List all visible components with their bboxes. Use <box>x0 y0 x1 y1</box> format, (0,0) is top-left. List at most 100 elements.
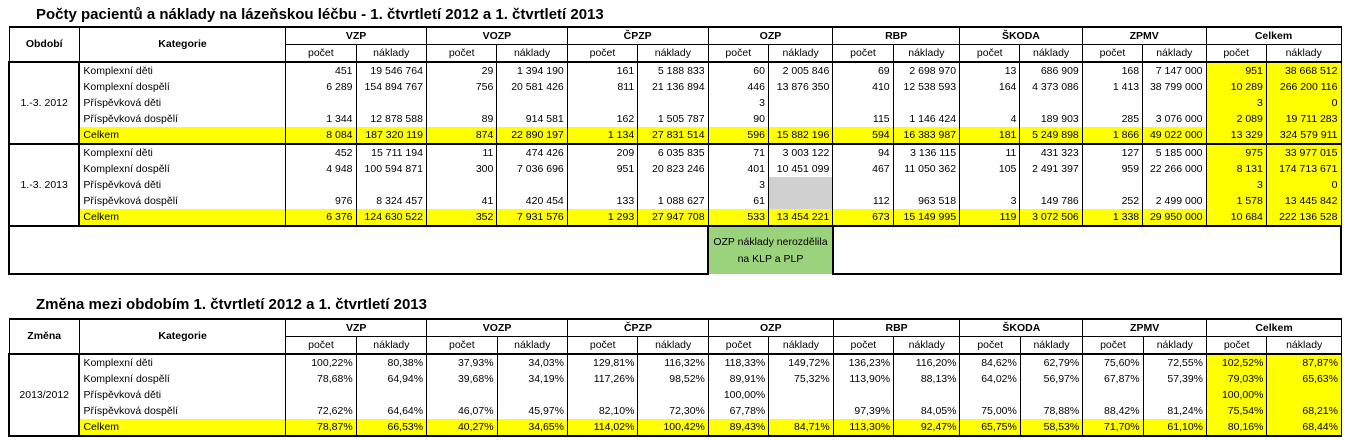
value-cell: 2 698 970 <box>892 61 961 79</box>
value-cell: 124 630 522 <box>355 209 427 227</box>
insurer-header: OZP <box>707 26 834 45</box>
value-cell: 117,26% <box>566 371 639 387</box>
value-cell: 100,22% <box>285 353 357 371</box>
value-cell: 33 977 015 <box>1265 143 1342 161</box>
value-cell: 39,68% <box>426 371 498 387</box>
value-cell: 16 383 987 <box>892 127 961 145</box>
cost-subheader: náklady <box>355 336 428 355</box>
period-cell: 1.-3. 2012 <box>7 61 81 145</box>
table2-title: Změna mezi obdobím 1. čtvrtletí 2012 a 1… <box>36 296 427 313</box>
count-subheader: počet <box>566 44 639 63</box>
value-cell: 12 878 588 <box>355 111 427 127</box>
value-cell <box>832 177 894 193</box>
value-cell: 452 <box>285 143 357 161</box>
subheader-row: počet náklady počet náklady počet náklady poče… <box>9 44 1342 63</box>
insurer-header: ZPMV <box>1081 26 1207 45</box>
value-cell: 61,10% <box>1142 419 1208 437</box>
value-cell <box>959 177 1021 193</box>
count-subheader: počet <box>832 336 895 355</box>
value-cell: 431 323 <box>1019 143 1083 161</box>
value-cell: 2 005 846 <box>767 61 834 79</box>
value-cell: 7 931 576 <box>496 209 568 227</box>
patients-costs-table: Období Kategorie VZP VOZP ČPZP OZP RBP ŠKODA ZPM… <box>7 26 1343 275</box>
cost-subheader: náklady <box>1266 336 1342 355</box>
value-cell: 15 149 995 <box>892 209 961 227</box>
value-cell <box>1266 387 1342 403</box>
value-cell: 112 <box>832 193 894 209</box>
value-cell <box>637 95 709 111</box>
value-cell <box>355 95 427 111</box>
cost-subheader: náklady <box>496 336 569 355</box>
value-cell: 1 866 <box>1081 127 1144 145</box>
value-cell: 1 394 190 <box>496 61 568 79</box>
value-cell: 189 903 <box>1019 111 1083 127</box>
value-cell: 959 <box>1081 161 1144 177</box>
value-cell: 811 <box>566 79 639 95</box>
total-row: Celkem 78,87% 66,53% 40,27% 34,65% 114,02% 100… <box>9 419 1342 437</box>
value-cell <box>355 387 428 403</box>
value-cell: 136,23% <box>832 353 895 371</box>
insurer-header: ČPZP <box>566 26 709 45</box>
value-cell: 89,43% <box>707 419 770 437</box>
value-cell <box>1142 95 1207 111</box>
table-row: Komplexní dospělí 4 948 100 594 871 300 7 03… <box>9 161 1342 177</box>
cost-subheader: náklady <box>1142 44 1207 63</box>
value-cell: 75,54% <box>1206 403 1268 419</box>
value-cell: 467 <box>832 161 894 177</box>
value-cell: 34,19% <box>496 371 569 387</box>
value-cell: 102,52% <box>1206 353 1268 371</box>
count-subheader: počet <box>425 44 498 63</box>
category-label: Příspěvková děti <box>78 177 287 193</box>
value-cell: 951 <box>1205 61 1267 79</box>
value-cell: 40,27% <box>426 419 498 437</box>
value-cell: 116,20% <box>893 353 961 371</box>
value-cell <box>285 177 357 193</box>
value-cell: 12 538 593 <box>892 79 961 95</box>
value-cell: 2 499 000 <box>1142 193 1207 209</box>
value-cell: 533 <box>707 209 769 227</box>
count-subheader: počet <box>1206 336 1268 355</box>
value-cell: 1 146 424 <box>892 111 961 127</box>
value-cell: 914 581 <box>496 111 568 127</box>
insurer-header: VZP <box>285 318 428 337</box>
value-cell: 6 289 <box>285 79 357 95</box>
value-cell: 100,42% <box>637 419 709 437</box>
insurer-header: RBP <box>832 318 961 337</box>
value-cell: 72,62% <box>285 403 357 419</box>
value-cell: 65,75% <box>959 419 1021 437</box>
total-row: Celkem 8 084 187 320 119 874 22 890 197 1 134… <box>9 127 1342 145</box>
value-cell: 0 <box>1265 95 1342 111</box>
value-cell <box>832 95 894 111</box>
table-row: Příspěvková děti 3 3 0 <box>9 177 1342 193</box>
value-cell: 78,88% <box>1019 403 1084 419</box>
insurer-header: ZPMV <box>1082 318 1208 337</box>
value-cell: 149 786 <box>1019 193 1083 209</box>
value-cell: 56,97% <box>1019 371 1084 387</box>
table-row: Příspěvková dospělí 976 8 324 457 41 420 454… <box>9 193 1342 209</box>
header-row: Období Kategorie VZP VOZP ČPZP OZP RBP ŠKODA ZPM… <box>8 26 1342 63</box>
value-cell: 64,94% <box>355 371 428 387</box>
count-subheader: počet <box>1205 44 1267 63</box>
cost-subheader: náklady <box>892 44 961 63</box>
value-cell: 174 713 671 <box>1265 161 1342 177</box>
value-cell: 963 518 <box>892 193 961 209</box>
count-subheader: počet <box>1081 44 1144 63</box>
value-cell: 72,55% <box>1142 353 1208 371</box>
value-cell: 162 <box>566 111 639 127</box>
value-cell <box>1081 177 1144 193</box>
value-cell <box>1081 95 1144 111</box>
value-cell: 34,65% <box>496 419 569 437</box>
table-row: Příspěvková dospělí 72,62% 64,64% 46,07% 45,… <box>9 403 1342 419</box>
value-cell: 29 <box>425 61 498 79</box>
value-cell: 594 <box>832 127 894 145</box>
category-header: Kategorie <box>78 26 287 63</box>
value-cell <box>767 177 834 193</box>
value-cell <box>768 403 834 419</box>
value-cell: 89,91% <box>707 371 770 387</box>
table-row: Komplexní dospělí 78,68% 64,94% 39,68% 34,19… <box>9 371 1342 387</box>
value-cell: 686 909 <box>1019 61 1083 79</box>
value-cell: 60 <box>707 61 769 79</box>
value-cell <box>1019 177 1083 193</box>
value-cell: 78,87% <box>285 419 357 437</box>
value-cell: 149,72% <box>768 353 834 371</box>
